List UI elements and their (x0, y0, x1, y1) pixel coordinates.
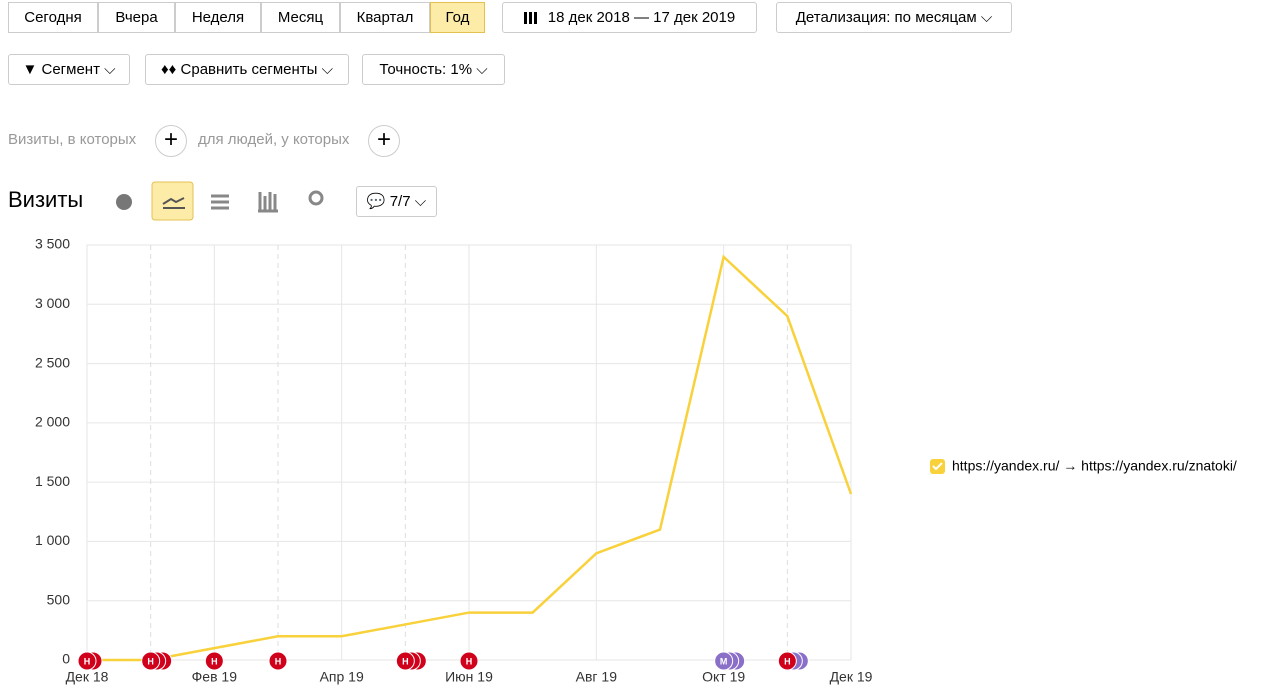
pie-icon[interactable] (116, 194, 132, 210)
annotation-marker (141, 651, 161, 671)
area-icon[interactable] (211, 194, 229, 210)
x-tick-label: Авг 19 (576, 669, 618, 685)
date-range-button[interactable]: 18 дек 2018 — 17 дек 2019 (502, 2, 757, 33)
compare-button[interactable]: ♦♦ Сравнить сегменты ⌵ (145, 54, 349, 85)
annotation-marker (459, 651, 479, 671)
x-tick-label: Июн 19 (445, 669, 493, 685)
detail-button[interactable]: Детализация: по месяцам ⌵ (776, 2, 1012, 33)
y-tick-label: 1 500 (35, 473, 70, 489)
report-title: Визиты (8, 187, 84, 212)
bar-icon[interactable] (258, 192, 278, 213)
annotation-marker (204, 651, 224, 671)
period-button[interactable]: Месяц (261, 2, 340, 33)
period-button[interactable]: Год (430, 2, 485, 33)
annotation-label: Н (84, 656, 91, 666)
annotation-marker (777, 651, 797, 671)
y-tick-label: 2 500 (35, 354, 70, 370)
comments-count: 7/7 (389, 193, 411, 210)
annotation-label: Н (275, 656, 282, 666)
map-icon[interactable] (308, 190, 324, 206)
y-tick-label: 0 (62, 651, 70, 667)
x-tick-label: Дек 18 (66, 669, 109, 685)
add-people-filter[interactable]: + (368, 125, 400, 157)
annotation-label: М (720, 656, 728, 666)
x-tick-label: Фев 19 (192, 669, 238, 685)
y-tick-label: 1 000 (35, 532, 70, 548)
y-tick-label: 500 (47, 591, 71, 607)
annotation-label: Н (784, 656, 791, 666)
people-filter-label: для людей, у которых (198, 131, 350, 148)
annotation-marker (268, 651, 288, 671)
segment-label: Сегмент (41, 61, 100, 78)
visits-filter-label: Визиты, в которых (8, 131, 137, 148)
annotation-marker (77, 651, 97, 671)
annotation-label: Н (147, 656, 154, 666)
comments-button[interactable]: 💬 7/7 ⌵ (356, 186, 437, 217)
x-tick-label: Окт 19 (702, 669, 745, 685)
period-button[interactable]: Вчера (98, 2, 175, 33)
detail-label: Детализация: по месяцам (795, 9, 977, 26)
compare-label: Сравнить сегменты (180, 61, 318, 78)
period-button[interactable]: Сегодня (8, 2, 98, 33)
period-button[interactable]: Квартал (340, 2, 430, 33)
y-tick-label: 3 500 (35, 236, 70, 252)
annotation-label: Н (211, 656, 218, 666)
annotation-marker (714, 651, 734, 671)
accuracy-label: Точность: 1% (379, 61, 473, 78)
y-tick-label: 3 000 (35, 295, 70, 311)
chart-type-icons (116, 181, 324, 221)
x-tick-label: Апр 19 (320, 669, 364, 685)
series-line (87, 254, 853, 662)
date-range: 18 дек 2018 — 17 дек 2019 (547, 9, 736, 26)
period-button[interactable]: Неделя (175, 2, 261, 33)
accuracy-button[interactable]: Точность: 1% ⌵ (362, 54, 505, 85)
segment-button[interactable]: ▼ Сегмент ⌵ (8, 54, 130, 85)
add-visit-filter[interactable]: + (155, 125, 187, 157)
y-tick-label: 2 000 (35, 414, 70, 430)
chart: 0 500 1 000 1 500 2 000 2 500 3 000 3 500 Дек 18… (35, 236, 1237, 685)
legend-label: https://yandex.ru/ → https://yandex.ru/z… (952, 458, 1237, 474)
annotation-label: Н (402, 656, 409, 666)
x-tick-label: Дек 19 (830, 669, 873, 685)
legend-check (932, 462, 943, 471)
annotation-marker (395, 651, 415, 671)
annotation-label: Н (466, 656, 473, 666)
calendar-icon (523, 12, 538, 25)
